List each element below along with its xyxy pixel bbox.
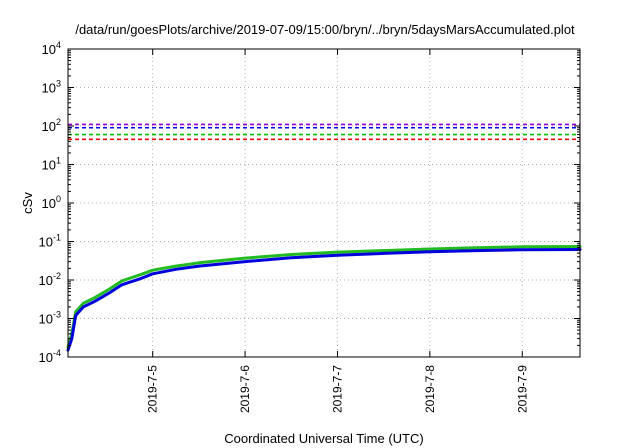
x-tick-label: 2019-7-8: [423, 365, 437, 413]
y-tick-label: 103: [42, 79, 61, 96]
x-axis-label: Coordinated Universal Time (UTC): [224, 431, 423, 446]
y-tick-label: 10-3: [39, 310, 61, 327]
threshold-lines: [68, 123, 580, 141]
x-tick-label: 2019-7-6: [238, 365, 252, 413]
y-tick-label: 10-1: [39, 233, 61, 250]
y-tick-label: 102: [42, 117, 61, 134]
y-axis-ticks: 10-4 10-3 10-2 10-1 100 101 102 103 104: [39, 40, 580, 365]
x-tick-label: 2019-7-5: [146, 365, 160, 413]
series-line-1: [66, 245, 582, 349]
y-tick-label: 101: [42, 156, 61, 173]
series-lines: [66, 245, 582, 352]
grid: [68, 49, 580, 357]
series-line-2: [66, 248, 582, 352]
y-tick-label: 10-4: [39, 348, 61, 365]
y-tick-label: 10-2: [39, 271, 61, 288]
x-tick-label: 2019-7-7: [330, 365, 344, 413]
y-tick-label: 104: [42, 40, 61, 57]
y-axis-label: cSv: [20, 192, 35, 214]
x-tick-label: 2019-7-9: [515, 365, 529, 413]
x-axis-ticks: 2019-7-5 2019-7-6 2019-7-7 2019-7-8 2019-7-9: [146, 49, 529, 413]
y-tick-label: 100: [42, 194, 61, 211]
chart-title: /data/run/goesPlots/archive/2019-07-09/1…: [75, 22, 575, 37]
